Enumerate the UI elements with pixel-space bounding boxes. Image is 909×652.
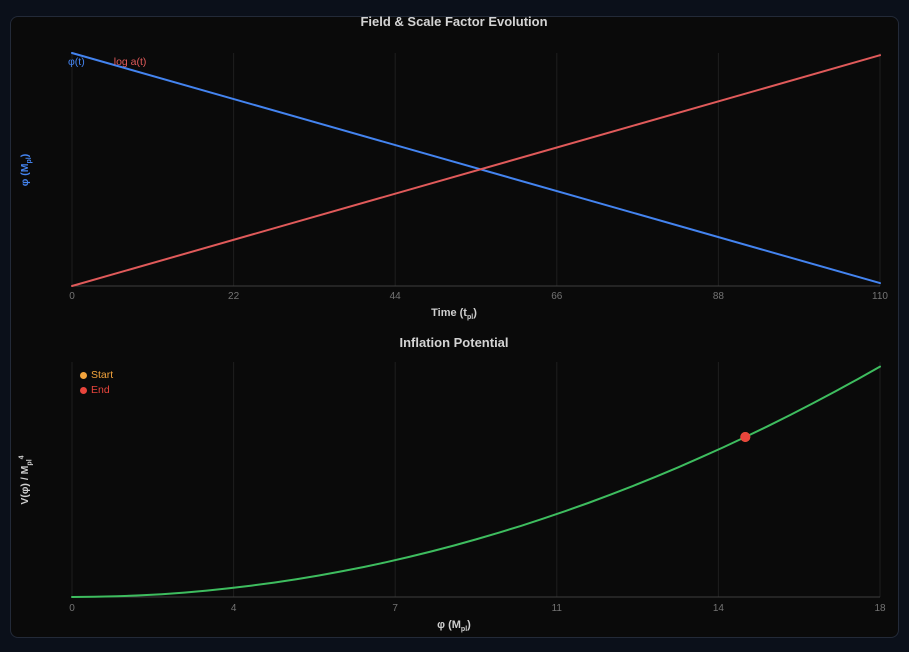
end-marker-icon: [80, 386, 87, 394]
bottom-chart-title: Inflation Potential: [399, 335, 509, 350]
bottom-chart-legend: Start End: [80, 369, 113, 396]
bottom-chart-x-axis-label: φ (Mpl): [437, 619, 471, 634]
start-marker-icon: [80, 371, 87, 379]
legend-item-log-a[interactable]: log a(t): [113, 56, 147, 68]
top-x-tick-label: 0: [69, 291, 75, 302]
bottom-x-tick-label: 0: [69, 603, 75, 614]
end-point-marker[interactable]: [740, 432, 751, 442]
top-chart-title: Field & Scale Factor Evolution: [360, 14, 548, 29]
top-series-logat[interactable]: [71, 54, 881, 287]
top-chart-x-axis-label: Time (tpl): [431, 307, 477, 322]
chart-panel: [10, 16, 899, 638]
bottom-x-tick-label: 7: [392, 603, 398, 614]
top-x-tick-label: 88: [713, 291, 725, 302]
top-x-tick-label: 22: [228, 291, 240, 302]
legend-item-end-label: End: [91, 384, 110, 396]
legend-item-end[interactable]: End: [80, 384, 113, 396]
top-chart-y-axis-label: φ (Mpl): [18, 153, 34, 187]
legend-item-start[interactable]: Start: [80, 369, 113, 381]
bottom-series-v[interactable]: [71, 365, 881, 598]
bottom-chart-y-axis-label: V(φ) / Mpl4: [18, 455, 34, 505]
top-x-tick-label: 110: [872, 291, 888, 302]
top-x-tick-label: 66: [551, 291, 563, 302]
bottom-x-tick-label: 4: [231, 603, 237, 614]
bottom-x-tick-label: 14: [713, 603, 725, 614]
top-x-tick-label: 44: [390, 291, 402, 302]
top-series-t[interactable]: [71, 52, 881, 285]
legend-item-phi[interactable]: φ(t): [68, 56, 85, 68]
legend-item-start-label: Start: [91, 369, 114, 381]
top-chart-legend: φ(t) log a(t): [68, 56, 146, 68]
bottom-x-tick-label: 11: [552, 603, 563, 614]
bottom-x-tick-label: 18: [874, 603, 886, 614]
